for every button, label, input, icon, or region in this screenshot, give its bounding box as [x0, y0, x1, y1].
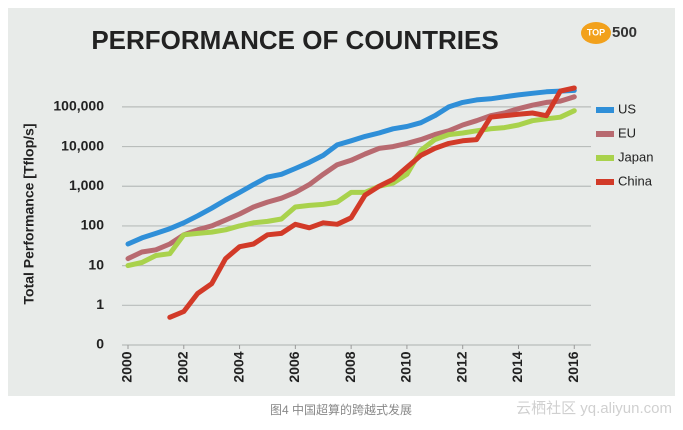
series-line — [167, 85, 577, 320]
legend-label: China — [618, 173, 653, 188]
x-tick-label: 2010 — [398, 351, 414, 382]
x-tick-label: 2008 — [342, 351, 358, 382]
y-tick-label: 100 — [81, 217, 105, 233]
y-tick-label: 0 — [96, 336, 104, 352]
series-line — [125, 108, 577, 269]
y-tick-label: 10 — [88, 256, 104, 272]
logo-top: TOP — [587, 27, 605, 37]
y-tick-label: 1 — [96, 296, 104, 312]
x-tick-label: 2014 — [509, 351, 525, 382]
legend-label: Japan — [618, 149, 653, 164]
y-tick-label: 1,000 — [69, 177, 104, 193]
logo-num: 500 — [612, 24, 637, 41]
x-tick-label: 2012 — [453, 351, 469, 382]
y-axis-label: Total Performance [Tflop/s] — [21, 124, 37, 305]
x-tick-label: 2016 — [565, 351, 581, 382]
series-line — [125, 87, 577, 247]
caption: 图4 中国超算的跨越式发展 — [270, 402, 412, 417]
x-tick-label: 2000 — [119, 351, 135, 382]
chart-title: PERFORMANCE OF COUNTRIES — [91, 25, 498, 55]
legend-label: US — [618, 101, 636, 116]
y-tick-label: 10,000 — [61, 137, 104, 153]
logo-badge — [581, 22, 611, 44]
legend-label: EU — [618, 125, 636, 140]
x-tick-label: 2006 — [286, 351, 302, 382]
y-tick-label: 100,000 — [53, 98, 104, 114]
x-tick-label: 2004 — [230, 351, 246, 382]
watermark: 云栖社区 yq.aliyun.com — [516, 400, 672, 417]
x-tick-label: 2002 — [174, 351, 190, 382]
